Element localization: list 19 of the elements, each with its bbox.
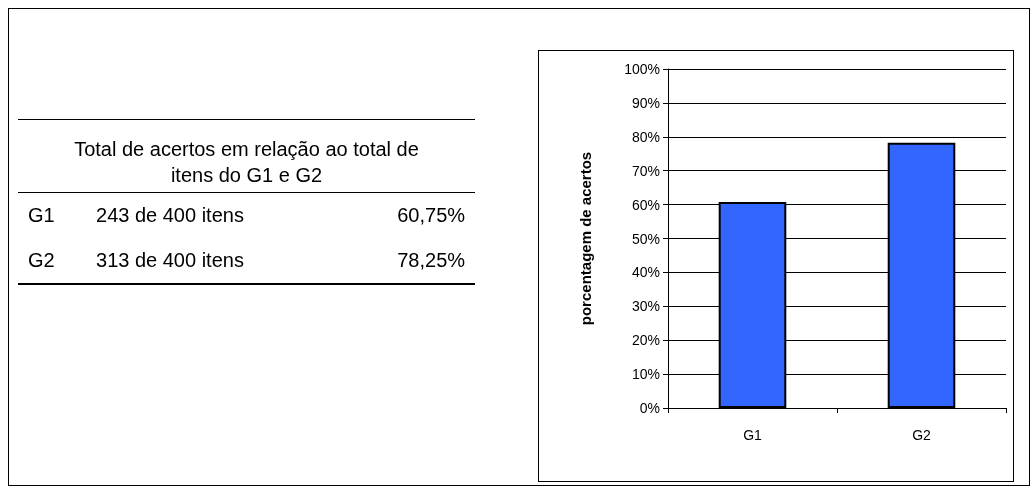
text: Total de acertos em relação ao total de itens do G1 e G2 (18, 120, 475, 193)
text: 313 de 400 itens (96, 249, 245, 272)
text: 60,75% (397, 204, 467, 227)
y-tick-label: 10% (631, 366, 660, 383)
y-tick-label: 100% (624, 61, 660, 77)
text: G1 (27, 204, 56, 227)
text: 78,25% (397, 249, 467, 272)
y-axis-title: porcentagem de acertos (577, 151, 594, 326)
y-tick-label: 80% (631, 128, 660, 145)
y-tick-label: 60% (631, 196, 660, 213)
y-tick-label: 90% (631, 94, 660, 111)
text: 243 de 400 itens (96, 204, 245, 227)
y-tick-label: 20% (631, 332, 660, 349)
text: G2 (27, 249, 56, 272)
y-tick-label: 70% (631, 162, 660, 179)
y-tick-label: 50% (631, 230, 660, 247)
y-tick-label: 40% (631, 264, 660, 281)
y-tick-label: 30% (631, 298, 660, 315)
y-tick-label: 0% (639, 400, 660, 416)
